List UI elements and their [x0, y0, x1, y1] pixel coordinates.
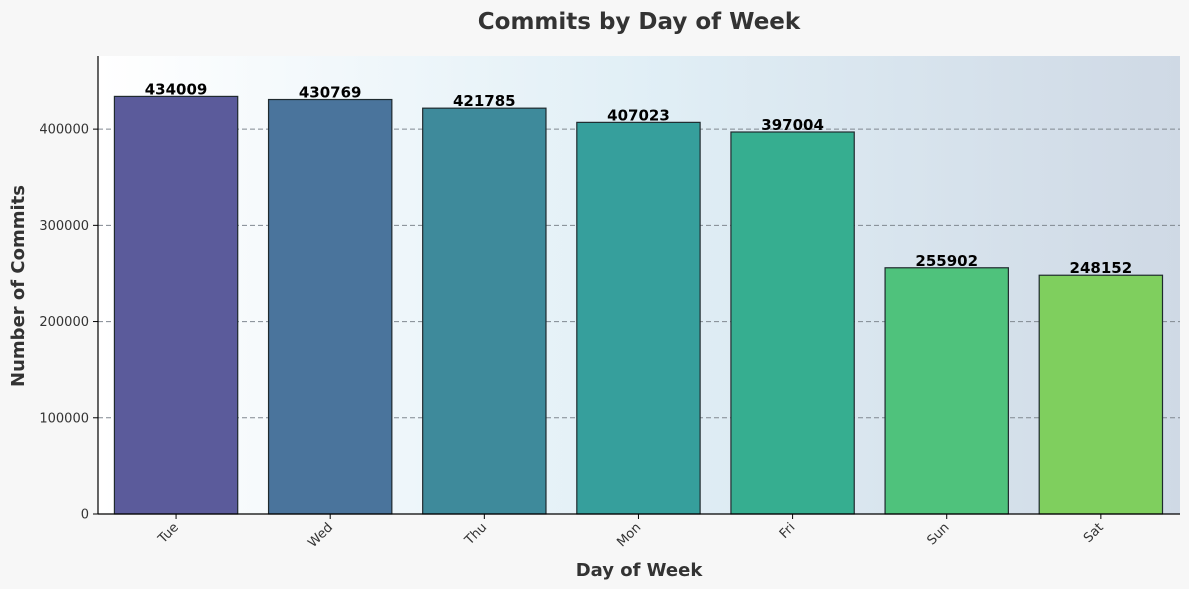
y-tick-label: 100000	[39, 411, 89, 426]
x-tick-label: Thu	[462, 520, 491, 549]
data-label: 407023	[607, 106, 670, 124]
y-tick-label: 200000	[39, 315, 89, 330]
x-tick-label: Sat	[1081, 520, 1107, 546]
data-label: 430769	[299, 84, 362, 102]
bar-mon	[576, 121, 701, 515]
y-tick-label: 300000	[39, 219, 89, 234]
data-label: 397004	[761, 116, 824, 134]
x-tick-label: Wed	[305, 520, 336, 551]
bar-sat	[1038, 274, 1164, 515]
chart-title: Commits by Day of Week	[478, 9, 801, 35]
x-tick-label: Tue	[155, 520, 182, 547]
bar-wed	[267, 98, 393, 515]
x-tick-label: Fri	[777, 520, 799, 542]
data-label: 248152	[1070, 259, 1133, 277]
bar-tue	[113, 95, 239, 515]
y-axis-label: Number of Commits	[8, 185, 29, 387]
x-tick-label: Sun	[924, 520, 952, 548]
bar-thu	[422, 107, 547, 515]
y-ticks: 0 100000 200000 300000 400000	[39, 123, 98, 523]
x-ticks: Tue Wed Thu Mon Fri Sun Sat	[155, 514, 1107, 551]
y-tick-label: 0	[81, 508, 89, 523]
bar-fri	[730, 131, 855, 515]
x-axis-label: Day of Week	[576, 560, 704, 581]
data-label: 255902	[915, 252, 978, 270]
bar-sun	[884, 267, 1009, 515]
data-label: 421785	[453, 92, 516, 110]
data-label: 434009	[145, 80, 208, 98]
x-tick-label: Mon	[614, 520, 644, 550]
y-tick-label: 400000	[39, 123, 89, 138]
data-labels: 434009 430769 421785 407023 397004 255902 2481…	[145, 80, 1132, 277]
